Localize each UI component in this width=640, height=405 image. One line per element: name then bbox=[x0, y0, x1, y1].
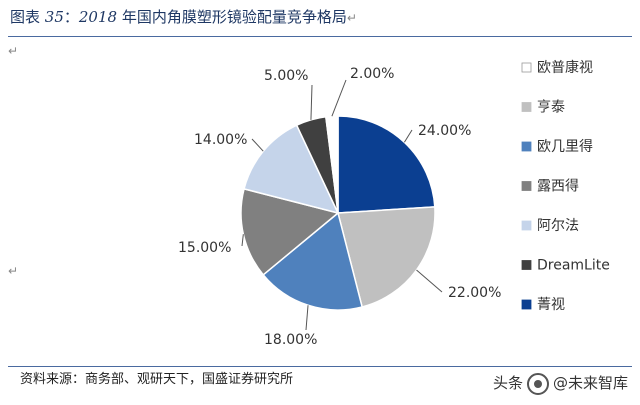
leader-line-3 bbox=[241, 234, 244, 247]
legend-label-0: 欧普康视 bbox=[537, 59, 593, 76]
leader-line-2 bbox=[305, 305, 309, 331]
legend-label-3: 露西得 bbox=[537, 178, 579, 195]
source-note: 资料来源：商务部、观研天下，国盛证券研究所 bbox=[20, 372, 294, 387]
legend-swatch-3 bbox=[521, 181, 532, 191]
leader-line-1 bbox=[416, 269, 443, 293]
legend-label-2: 欧几里得 bbox=[537, 138, 593, 155]
bottom-rule bbox=[8, 366, 632, 367]
watermark-logo-icon bbox=[526, 372, 549, 395]
pie-chart: 24.00% 22.00% 18.00% 15.00% 14.00% 5.00% 2.00%… bbox=[178, 59, 610, 348]
legend-swatch-4 bbox=[521, 220, 532, 231]
watermark-name: @未来智库 bbox=[552, 374, 628, 392]
slice-label-0: 24.00% bbox=[418, 123, 471, 139]
legend-swatch-0 bbox=[521, 62, 532, 73]
legend-label-5: DreamLite bbox=[537, 258, 610, 274]
title-colon: ： bbox=[63, 8, 79, 26]
slice-label-1: 22.00% bbox=[448, 285, 501, 301]
leader-line-5 bbox=[310, 84, 313, 120]
title-number: 35 bbox=[44, 8, 64, 26]
paragraph-mark: ↵ bbox=[8, 44, 19, 58]
paragraph-mark: ↵ bbox=[8, 264, 19, 278]
slice-labels: 24.00% 22.00% 18.00% 15.00% 14.00% 5.00% 2.00% bbox=[178, 66, 501, 348]
leader-line-0 bbox=[403, 129, 413, 143]
title-year: 2018 bbox=[78, 8, 118, 26]
pie-slices bbox=[240, 115, 436, 311]
slice-label-2: 18.00% bbox=[264, 332, 317, 348]
pie-slice-3 bbox=[240, 187, 340, 276]
leader-line-6 bbox=[331, 79, 347, 117]
pie-slice-1 bbox=[337, 206, 436, 308]
leader-lines bbox=[241, 79, 443, 331]
slice-label-6: 2.00% bbox=[350, 66, 394, 82]
figure-title: 图表 35：2018 年国内角膜塑形镜验配量竞争格局↵ bbox=[10, 6, 357, 27]
leader-line-4 bbox=[251, 138, 264, 152]
top-rule bbox=[8, 36, 632, 37]
legend-swatch-6 bbox=[521, 299, 532, 310]
slice-label-3: 15.00% bbox=[178, 240, 231, 256]
watermark-prefix: 头条 bbox=[492, 374, 523, 392]
pie-slice-4 bbox=[243, 124, 340, 215]
legend-label-6: 菁视 bbox=[537, 297, 565, 313]
legend-swatch-5 bbox=[521, 260, 532, 270]
watermark: 头条 @未来智库 bbox=[493, 372, 628, 395]
slice-label-4: 14.00% bbox=[194, 132, 247, 148]
title-prefix: 图表 bbox=[10, 8, 45, 26]
legend-label-1: 亨泰 bbox=[537, 99, 565, 116]
slice-label-5: 5.00% bbox=[264, 68, 308, 84]
legend-swatch-1 bbox=[521, 102, 532, 112]
legend-swatch-2 bbox=[521, 141, 532, 152]
legend-label-4: 阿尔法 bbox=[537, 218, 579, 234]
paragraph-mark: ↵ bbox=[346, 11, 357, 25]
title-text: 年国内角膜塑形镜验配量竞争格局 bbox=[117, 8, 347, 26]
